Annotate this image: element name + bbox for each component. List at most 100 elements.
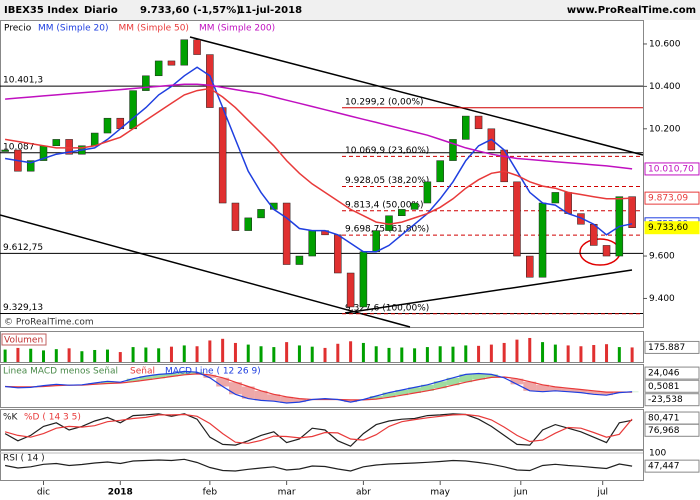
volume-bar bbox=[336, 343, 340, 362]
macd-line bbox=[5, 370, 633, 404]
macd-difference bbox=[484, 374, 498, 378]
volume-bar bbox=[131, 347, 135, 362]
candle bbox=[167, 60, 176, 66]
legend-entry: MM (Simple 50) bbox=[118, 24, 188, 34]
level-label: 9.329,13 bbox=[3, 303, 43, 313]
macd-difference bbox=[165, 373, 178, 377]
volume-bar bbox=[67, 348, 71, 362]
copyright: © ProRealTime.com bbox=[4, 318, 94, 328]
volume-bar bbox=[617, 347, 621, 362]
macd-difference bbox=[408, 387, 421, 393]
volume-frame bbox=[0, 331, 644, 363]
macd-difference bbox=[433, 381, 447, 389]
panel-frames bbox=[0, 20, 644, 481]
volume-bar bbox=[528, 337, 532, 362]
fibonacci-label: 10.069,9 (23,60%) bbox=[345, 146, 429, 156]
legend-entry: %D ( 14 3 5) bbox=[24, 413, 81, 423]
macd-difference bbox=[523, 381, 537, 391]
candle bbox=[282, 202, 291, 265]
last-value-box bbox=[644, 340, 700, 354]
volume-bar bbox=[221, 338, 225, 362]
legend-entry: Linea MACD menos Señal bbox=[3, 367, 118, 377]
last-value-label: 80,471 bbox=[648, 414, 680, 424]
panel-title-box bbox=[1, 333, 47, 346]
last-value-box bbox=[644, 221, 700, 235]
macd-difference bbox=[293, 398, 306, 403]
candle bbox=[398, 209, 406, 216]
x-tick-label: may bbox=[430, 488, 450, 498]
rsi-line bbox=[4, 458, 633, 472]
macd-difference bbox=[254, 390, 268, 401]
macd-difference bbox=[536, 384, 549, 392]
trend-line bbox=[0, 214, 411, 328]
volume-bar bbox=[3, 349, 7, 362]
moving-average bbox=[5, 83, 633, 170]
volume-bar bbox=[464, 345, 468, 362]
last-value-label: 47,447 bbox=[648, 462, 680, 472]
volume-bar bbox=[233, 342, 237, 362]
candle bbox=[142, 75, 150, 91]
last-value-label: 10.010,70 bbox=[648, 164, 694, 174]
main-frame bbox=[0, 20, 644, 328]
macd-frame bbox=[0, 364, 644, 408]
candle bbox=[436, 160, 444, 183]
y-tick-label: 100 bbox=[649, 449, 666, 459]
volume-bar bbox=[144, 347, 148, 362]
candle bbox=[564, 192, 572, 214]
legend-entry: MM (Simple 20) bbox=[38, 24, 108, 34]
macd-difference bbox=[139, 376, 153, 380]
stochastic-line bbox=[4, 413, 633, 447]
candle bbox=[154, 60, 163, 77]
candle bbox=[206, 54, 214, 108]
candle bbox=[308, 230, 316, 257]
volume-bar bbox=[80, 351, 84, 362]
macd-difference bbox=[459, 374, 473, 383]
macd-difference bbox=[472, 373, 485, 380]
candle bbox=[65, 139, 73, 155]
last-value-label: 76,968 bbox=[648, 426, 680, 436]
macd-difference bbox=[561, 388, 575, 392]
macd-difference bbox=[101, 381, 114, 384]
volume-bar bbox=[105, 349, 109, 362]
legend-entry: Precio bbox=[4, 24, 32, 34]
last-value-label: 9.733,60 bbox=[648, 223, 688, 233]
macd-difference bbox=[574, 389, 588, 393]
candle bbox=[231, 202, 240, 231]
volume-bar bbox=[541, 342, 545, 362]
candle bbox=[52, 139, 61, 147]
trend-line bbox=[344, 269, 633, 314]
last-value-box bbox=[644, 366, 700, 380]
last-value-label: 9.873,09 bbox=[648, 194, 688, 204]
macd-difference bbox=[510, 378, 524, 385]
volume-bar bbox=[361, 342, 365, 362]
volume-bar bbox=[553, 344, 557, 362]
level-label: 10.087 bbox=[3, 142, 35, 152]
volume-bar bbox=[579, 346, 583, 362]
y-tick-label: 10.400 bbox=[649, 82, 681, 92]
volume-bar bbox=[489, 344, 493, 362]
stochastic-line bbox=[4, 413, 633, 444]
candle bbox=[218, 107, 227, 204]
macd-difference bbox=[203, 374, 217, 378]
candle bbox=[602, 245, 611, 257]
macd-difference bbox=[177, 371, 191, 375]
macd-difference bbox=[152, 374, 166, 379]
volume-bar bbox=[451, 346, 455, 362]
volume-bar bbox=[502, 342, 506, 362]
x-tick-label: mar bbox=[278, 488, 296, 498]
volume-bar bbox=[182, 345, 186, 362]
legend-entry: RSI ( 14 ) bbox=[3, 454, 45, 464]
volume-bar bbox=[630, 347, 634, 362]
last-value-label: 24,046 bbox=[648, 369, 680, 379]
macd-difference bbox=[88, 383, 102, 385]
volume-bar bbox=[272, 347, 276, 362]
macd-difference bbox=[216, 377, 230, 387]
volume-bar bbox=[259, 346, 263, 362]
candle bbox=[474, 115, 483, 130]
x-tick-label: feb bbox=[203, 488, 218, 498]
trend-lines bbox=[0, 36, 644, 328]
macd-difference bbox=[446, 377, 460, 386]
macd-difference bbox=[548, 386, 562, 391]
